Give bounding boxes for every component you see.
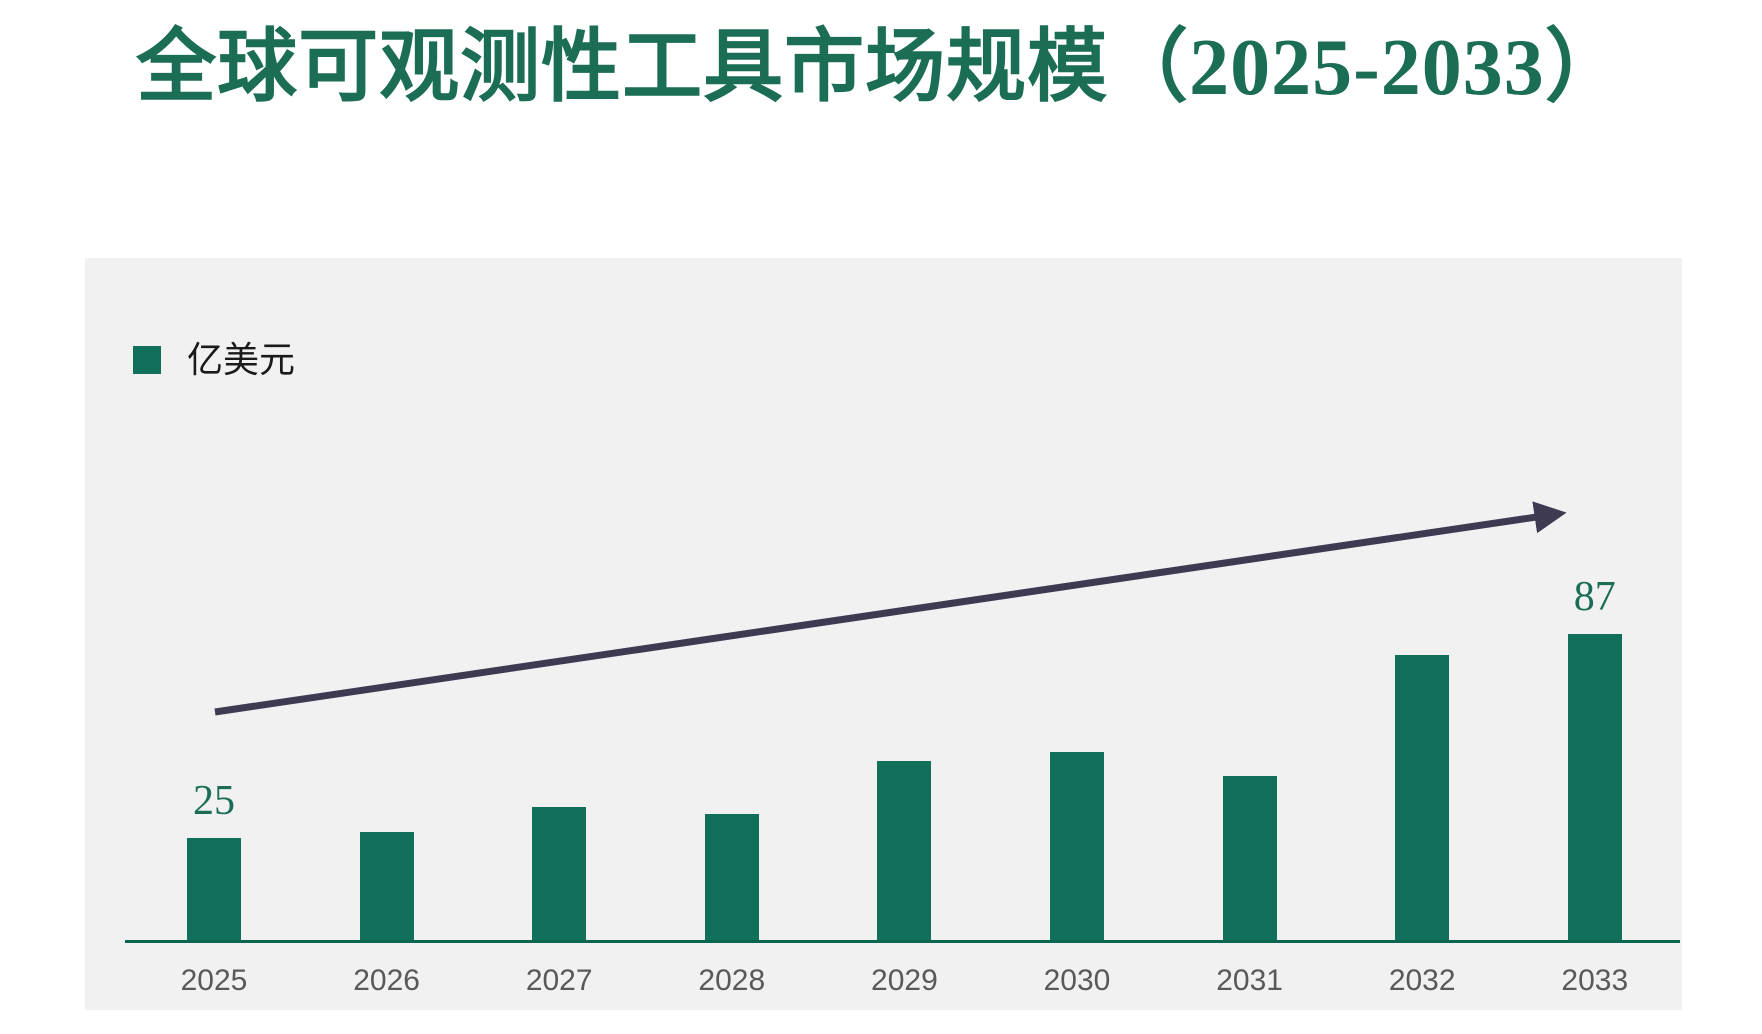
legend-label: 亿美元: [187, 340, 296, 380]
x-axis-line: [125, 940, 1680, 943]
chart-panel: 亿美元 2025 2026 2027 2028 2029 2030 2031 2032 2033…: [85, 258, 1682, 1010]
bar-2026: [359, 832, 414, 943]
bar-2031: [1222, 776, 1277, 943]
x-tick-label-2025: 2025: [180, 964, 248, 997]
bar-2028: [704, 814, 759, 943]
chart-title: 全球可观测性工具市场规模（2025-2033）: [136, 24, 1626, 112]
x-tick-label-2028: 2028: [698, 964, 766, 997]
x-tick-label-2030: 2030: [1043, 964, 1111, 997]
x-tick-label-2033: 2033: [1561, 964, 1629, 997]
bar-2025: [187, 838, 241, 943]
x-tick-label-2032: 2032: [1388, 964, 1456, 997]
value-label-2025: 25: [193, 778, 235, 824]
bar-2029: [877, 761, 932, 943]
bar-2033: [1567, 634, 1622, 943]
legend: 亿美元: [133, 342, 295, 378]
x-tick-label-2027: 2027: [525, 964, 593, 997]
bar-2030: [1050, 752, 1104, 943]
bar-2027: [532, 807, 587, 943]
x-tick-label-2026: 2026: [353, 964, 420, 997]
value-label-2033: 87: [1573, 574, 1616, 620]
x-tick-label-2029: 2029: [871, 964, 938, 997]
x-tick-label-2031: 2031: [1216, 964, 1283, 997]
legend-swatch-icon: [133, 346, 161, 374]
bar-2032: [1395, 655, 1450, 943]
